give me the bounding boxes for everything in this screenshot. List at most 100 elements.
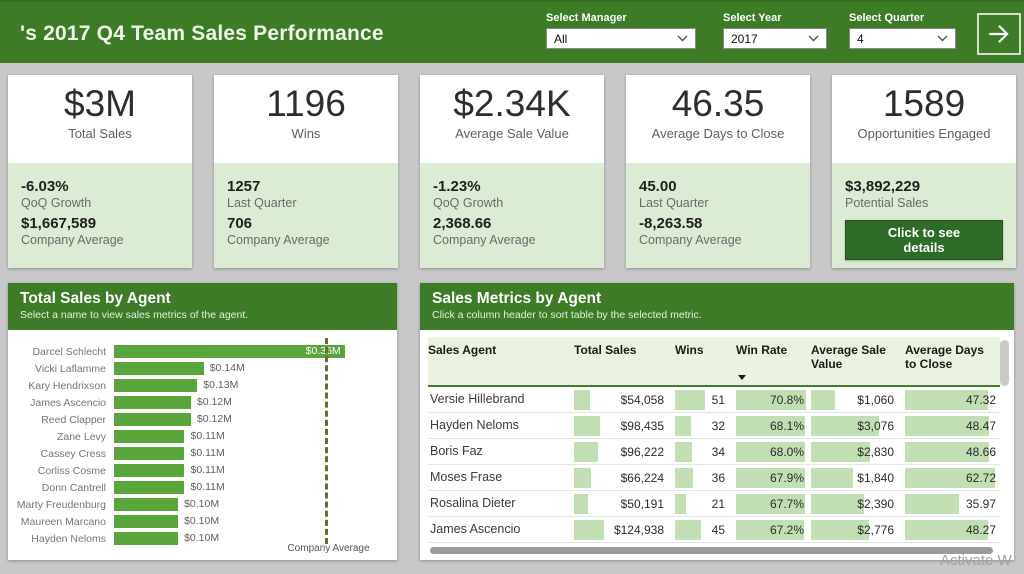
bar-track: $0.13M: [114, 379, 387, 392]
agent-name-label[interactable]: Maureen Marcano: [20, 515, 106, 528]
column-header-sales-agent[interactable]: Sales Agent: [428, 343, 497, 357]
chevron-down-icon: [808, 35, 819, 42]
bar-track: $0.12M: [114, 413, 387, 426]
kpi-label: Total Sales: [68, 125, 132, 141]
agent-name-label[interactable]: James Ascencio: [30, 396, 106, 409]
chart-bar-row[interactable]: Corliss Cosme $0.11M: [8, 462, 397, 479]
metric-cell: $96,222: [574, 439, 666, 464]
activate-windows-watermark: Activate W: [940, 552, 1012, 569]
column-header-average-days-to-close[interactable]: Average Days to Close: [905, 343, 984, 372]
sales-bar[interactable]: [114, 498, 179, 511]
metric-value: $124,938: [613, 523, 664, 537]
chart-bar-row[interactable]: Maureen Marcano $0.10M: [8, 513, 397, 530]
vertical-scrollbar[interactable]: [1000, 340, 1009, 386]
chart-bar-row[interactable]: Hayden Neloms $0.10M: [8, 530, 397, 547]
sales-bar[interactable]: [114, 532, 179, 545]
table-row[interactable]: Moses Frase $66,224 36 67.9% $1,840 62.72: [428, 465, 1000, 491]
agent-name-label[interactable]: Cassey Cress: [40, 447, 106, 460]
sales-bar[interactable]: [114, 396, 191, 409]
bar-value-label: $0.10M: [184, 498, 220, 510]
metric-value: 21: [711, 497, 725, 511]
see-details-button[interactable]: Click to see details: [845, 220, 1003, 260]
metric-cell: $54,058: [574, 387, 666, 412]
metric-value: 62.72: [965, 471, 996, 485]
agent-name-label[interactable]: Vicki Laflamme: [35, 362, 106, 375]
data-bar: [574, 442, 598, 462]
metric-value: 67.9%: [769, 471, 804, 485]
agent-name-label[interactable]: Reed Clapper: [41, 413, 106, 426]
kpi-card-row: $3M Total Sales -6.03% QoQ Growth $1,667…: [8, 75, 1016, 268]
column-header-average-sale-value[interactable]: Average Sale Value: [811, 343, 886, 372]
kpi-value: $2.34K: [453, 83, 571, 124]
column-header-win-rate[interactable]: Win Rate: [736, 337, 808, 385]
filter-quarter-label: Select Quarter: [849, 12, 925, 24]
sales-bar[interactable]: $0.36M: [114, 345, 345, 358]
agent-name-label[interactable]: Hayden Neloms: [31, 532, 106, 545]
agent-name-label[interactable]: Marty Freudenburg: [16, 498, 106, 511]
app-header: 's 2017 Q4 Team Sales Performance Select…: [0, 0, 1024, 63]
sales-bar[interactable]: [114, 413, 191, 426]
data-bar: [905, 468, 996, 488]
filter-quarter: Select Quarter 4: [849, 12, 956, 49]
agent-name-label[interactable]: Zane Levy: [56, 430, 106, 443]
quarter-dropdown[interactable]: 4: [849, 28, 956, 49]
table-row[interactable]: James Ascencio $124,938 45 67.2% $2,776 48.27: [428, 517, 1000, 543]
kpi-card-total-sales: $3M Total Sales -6.03% QoQ Growth $1,667…: [8, 75, 192, 268]
chart-bar-row[interactable]: Kary Hendrixson $0.13M: [8, 377, 397, 394]
chart-bar-row[interactable]: Reed Clapper $0.12M: [8, 411, 397, 428]
sales-bar[interactable]: [114, 379, 198, 392]
metric-cell: $2,776: [811, 517, 896, 542]
chart-bar-row[interactable]: Vicki Laflamme $0.14M: [8, 360, 397, 377]
metric-cell: 48.47: [905, 413, 996, 438]
metric-cell: 70.8%: [736, 387, 808, 412]
manager-dropdown[interactable]: All: [546, 28, 696, 49]
bar-track: $0.11M: [114, 447, 387, 460]
chart-bar-row[interactable]: Zane Levy $0.11M: [8, 428, 397, 445]
data-bar: [675, 520, 701, 540]
next-page-button[interactable]: [977, 13, 1021, 55]
metric-cell: $1,060: [811, 387, 896, 412]
sort-descending-icon: [738, 375, 746, 380]
chart-bar-row[interactable]: Cassey Cress $0.11M: [8, 445, 397, 462]
sales-bar[interactable]: [114, 447, 185, 460]
chart-bar-row[interactable]: Darcel Schlecht $0.36M: [8, 343, 397, 360]
total-sales-by-agent-panel: Total Sales by Agent Select a name to vi…: [8, 283, 397, 560]
column-header-total-sales[interactable]: Total Sales: [574, 343, 637, 357]
stat-value: 45.00: [639, 178, 677, 195]
kpi-label: Average Days to Close: [651, 125, 785, 141]
table-row[interactable]: Boris Faz $96,222 34 68.0% $2,830 48.66: [428, 439, 1000, 465]
data-bar: [736, 468, 806, 488]
table-row[interactable]: Hayden Neloms $98,435 32 68.1% $3,076 48.47: [428, 413, 1000, 439]
chart-bar-row[interactable]: Marty Freudenburg $0.10M: [8, 496, 397, 513]
quarter-dropdown-value: 4: [857, 31, 864, 46]
agent-name-label[interactable]: Corliss Cosme: [37, 464, 106, 477]
agent-name-cell: Boris Faz: [430, 444, 483, 458]
horizontal-scrollbar[interactable]: [430, 547, 993, 554]
chart-bar-row[interactable]: James Ascencio $0.12M: [8, 394, 397, 411]
agent-name-label[interactable]: Darcel Schlecht: [32, 345, 106, 358]
bar-value-label: $0.11M: [190, 430, 225, 442]
table-row[interactable]: Rosalina Dieter $50,191 21 67.7% $2,390 35.97: [428, 491, 1000, 517]
year-dropdown[interactable]: 2017: [723, 28, 827, 49]
table-panel-title: Sales Metrics by Agent: [432, 290, 602, 307]
stat-label: Company Average: [227, 233, 330, 247]
bar-value-label: $0.13M: [203, 379, 239, 391]
bar-value-label: $0.14M: [209, 362, 245, 374]
sales-bar[interactable]: [114, 464, 185, 477]
data-bar: [675, 390, 706, 410]
table-row[interactable]: Versie Hillebrand $54,058 51 70.8% $1,060 47.…: [428, 387, 1000, 413]
stat-value: $1,667,589: [21, 215, 97, 232]
metric-cell: 45: [675, 517, 727, 542]
metric-value: 68.1%: [769, 419, 804, 433]
sales-bar[interactable]: [114, 515, 179, 528]
agent-name-label[interactable]: Donn Cantrell: [41, 481, 106, 494]
table-panel-subtitle: Click a column header to sort table by t…: [432, 309, 702, 321]
bar-value-label: $0.12M: [196, 413, 232, 425]
agent-name-label[interactable]: Kary Hendrixson: [28, 379, 106, 392]
metric-value: $3,076: [857, 419, 894, 433]
chart-bar-row[interactable]: Donn Cantrell $0.11M: [8, 479, 397, 496]
sales-bar[interactable]: [114, 362, 204, 375]
column-header-wins[interactable]: Wins: [675, 343, 704, 357]
sales-bar[interactable]: [114, 430, 185, 443]
sales-bar[interactable]: [114, 481, 185, 494]
